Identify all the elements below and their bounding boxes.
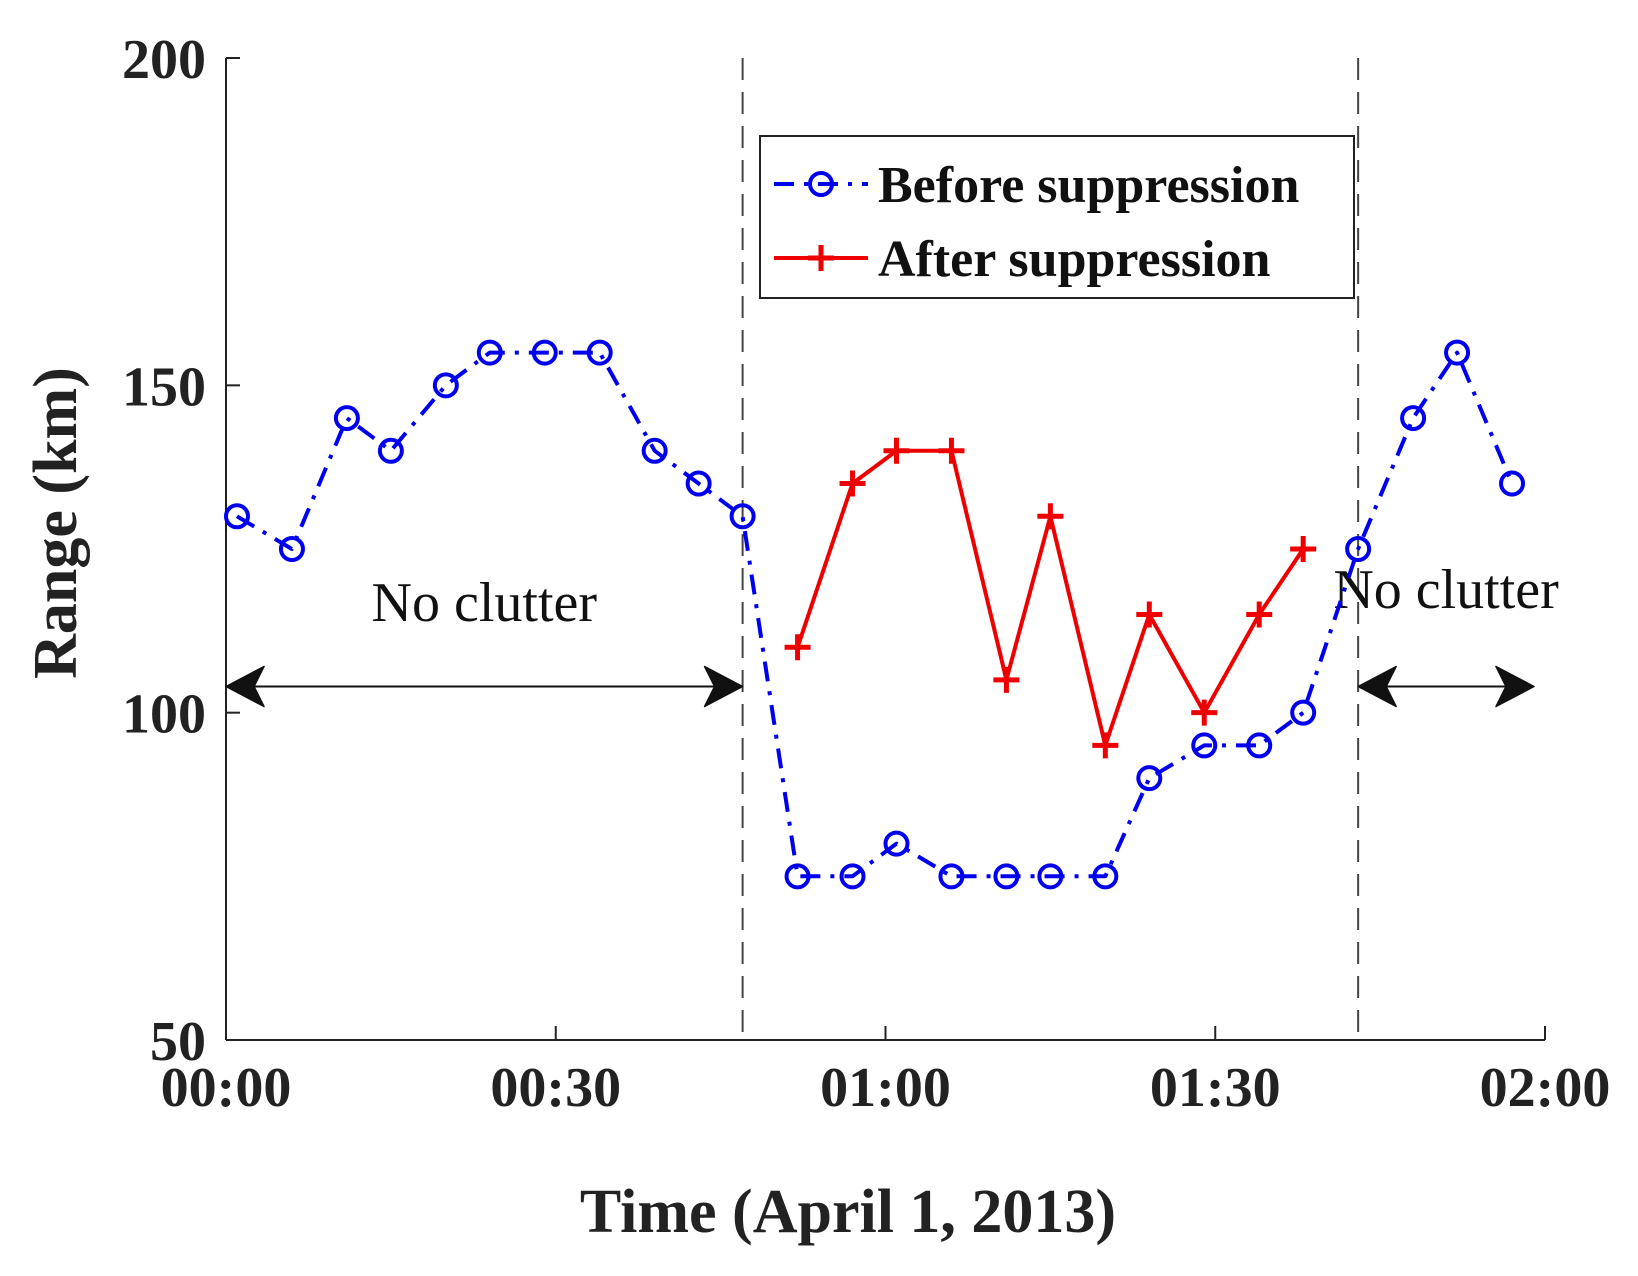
legend-marker-1	[808, 245, 834, 271]
annotation-text-1: No clutter	[1333, 559, 1559, 621]
series-1-point-2	[883, 437, 910, 464]
series-0-point-8	[641, 437, 668, 464]
series-0-point-23	[1400, 405, 1427, 432]
axes: 00:00 00:30 01:00 01:30 02:00 50 100 150 200	[122, 29, 1610, 1119]
annotation-arrowhead-right-1	[1495, 665, 1535, 708]
series-1-point-10	[1290, 536, 1317, 562]
series-0-point-9	[685, 470, 712, 497]
series-0	[223, 339, 1526, 890]
series-1-point-1	[839, 470, 866, 497]
annotation-text-0: No clutter	[372, 572, 598, 634]
series-1-point-6	[1092, 732, 1119, 759]
series-0-point-16	[1037, 863, 1064, 890]
series	[223, 339, 1526, 890]
series-0-point-21	[1290, 699, 1317, 726]
y-tick-label-2: 150	[122, 356, 206, 418]
series-0-point-22	[1345, 536, 1372, 562]
legend-label-1: After suppression	[878, 231, 1271, 288]
legend: Before suppression After suppression	[759, 135, 1355, 299]
series-0-point-6	[531, 339, 558, 366]
series-0-point-24	[1444, 339, 1471, 366]
y-axis-title: Range (km)	[22, 367, 90, 679]
series-0-point-12	[839, 863, 866, 890]
series-0-point-1	[278, 536, 305, 562]
series-0-point-10	[729, 503, 756, 530]
series-1	[784, 437, 1317, 759]
annotation-arrowhead-right-0	[703, 665, 744, 708]
series-0-point-13	[883, 830, 910, 857]
legend-marker-0	[808, 171, 834, 197]
series-0-point-19	[1191, 732, 1218, 759]
series-1-point-3	[938, 437, 965, 464]
legend-label-0: Before suppression	[878, 157, 1299, 214]
annotation-arrowhead-left-1	[1357, 665, 1397, 708]
series-0-point-4	[432, 372, 459, 399]
series-0-point-15	[993, 863, 1020, 890]
series-0-point-11	[784, 863, 811, 890]
series-0-point-3	[377, 437, 404, 464]
y-tick-label-1: 100	[122, 684, 206, 746]
series-0-point-25	[1499, 470, 1526, 497]
series-0-point-5	[476, 339, 503, 366]
series-0-point-17	[1092, 863, 1119, 890]
x-tick-label-0: 00:00	[161, 1057, 292, 1119]
series-0-point-2	[333, 405, 360, 432]
series-1-point-7	[1136, 601, 1163, 628]
legend-box	[759, 135, 1355, 299]
x-tick-label-4: 02:00	[1480, 1057, 1611, 1119]
annotations: No clutter No clutter	[225, 559, 1559, 708]
series-1-point-5	[1037, 503, 1064, 530]
series-1-point-4	[993, 666, 1020, 693]
y-tick-label-3: 200	[122, 29, 206, 91]
x-tick-label-2: 01:00	[820, 1057, 951, 1119]
x-axis-title: Time (April 1, 2013)	[580, 1178, 1116, 1246]
y-tick-label-0: 50	[150, 1011, 206, 1073]
series-0-point-7	[586, 339, 613, 366]
series-0-point-14	[938, 863, 965, 890]
series-1-point-0	[784, 634, 811, 661]
series-0-point-0	[223, 503, 250, 530]
series-0-point-18	[1136, 765, 1163, 792]
series-1-point-9	[1246, 601, 1273, 628]
x-tick-label-1: 00:30	[490, 1057, 621, 1119]
series-1-point-8	[1191, 699, 1218, 726]
x-tick-label-3: 01:30	[1150, 1057, 1281, 1119]
series-0-point-20	[1246, 732, 1273, 759]
series-line-1	[795, 448, 1305, 748]
annotation-arrowhead-left-0	[225, 665, 265, 708]
